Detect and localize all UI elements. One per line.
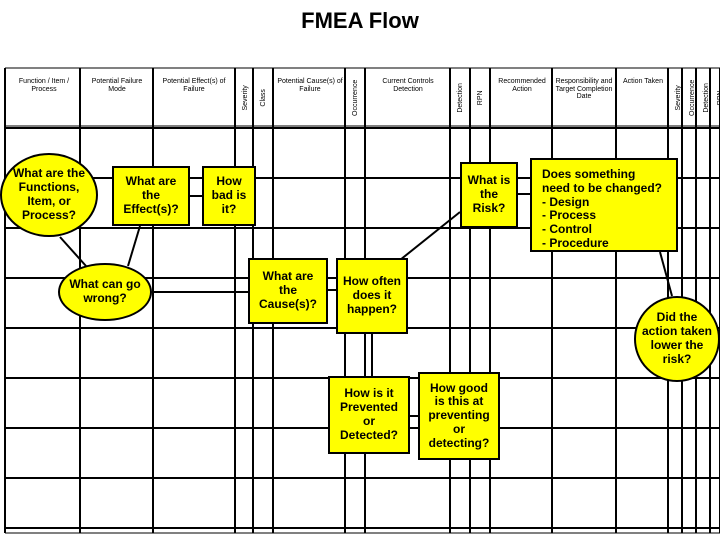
col-header: Action Taken [618,78,668,86]
node-howoften: How often does it happen? [336,258,408,334]
col-header: Function / Item / Process [8,78,80,93]
col-header: Severity [675,73,683,123]
col-header: Occurrence [689,73,697,123]
node-lower: Did the action taken lower the risk? [634,296,720,382]
col-header: Occurrence [352,73,360,123]
col-header: Recommended Action [492,78,552,93]
node-causes: What are the Cause(s)? [248,258,328,324]
node-functions: What are the Functions, Item, or Process… [0,153,98,237]
node-change: Does something need to be changed? - Des… [530,158,678,252]
col-header: Potential Effect(s) of Failure [155,78,233,93]
col-header: Responsibility and Target Completion Dat… [554,78,614,101]
node-effects: What are the Effect(s)? [112,166,190,226]
col-header: Class [260,73,268,123]
col-header: Severity [242,73,250,123]
col-header: Detection [703,73,711,123]
diagram-canvas: Function / Item / ProcessPotential Failu… [0,38,720,538]
node-risk: What is the Risk? [460,162,518,228]
col-header: Potential Failure Mode [82,78,152,93]
node-gowrong: What can go wrong? [58,263,152,321]
col-header: Potential Cause(s) of Failure [275,78,345,93]
col-header: RPN [477,73,485,123]
col-header: Detection [457,73,465,123]
col-header: Current Controls Detection [367,78,449,93]
node-howbad: How bad is it? [202,166,256,226]
page-title: FMEA Flow [0,0,720,38]
node-howgood: How good is this at preventing or detect… [418,372,500,460]
node-prevented: How is it Prevented or Detected? [328,376,410,454]
